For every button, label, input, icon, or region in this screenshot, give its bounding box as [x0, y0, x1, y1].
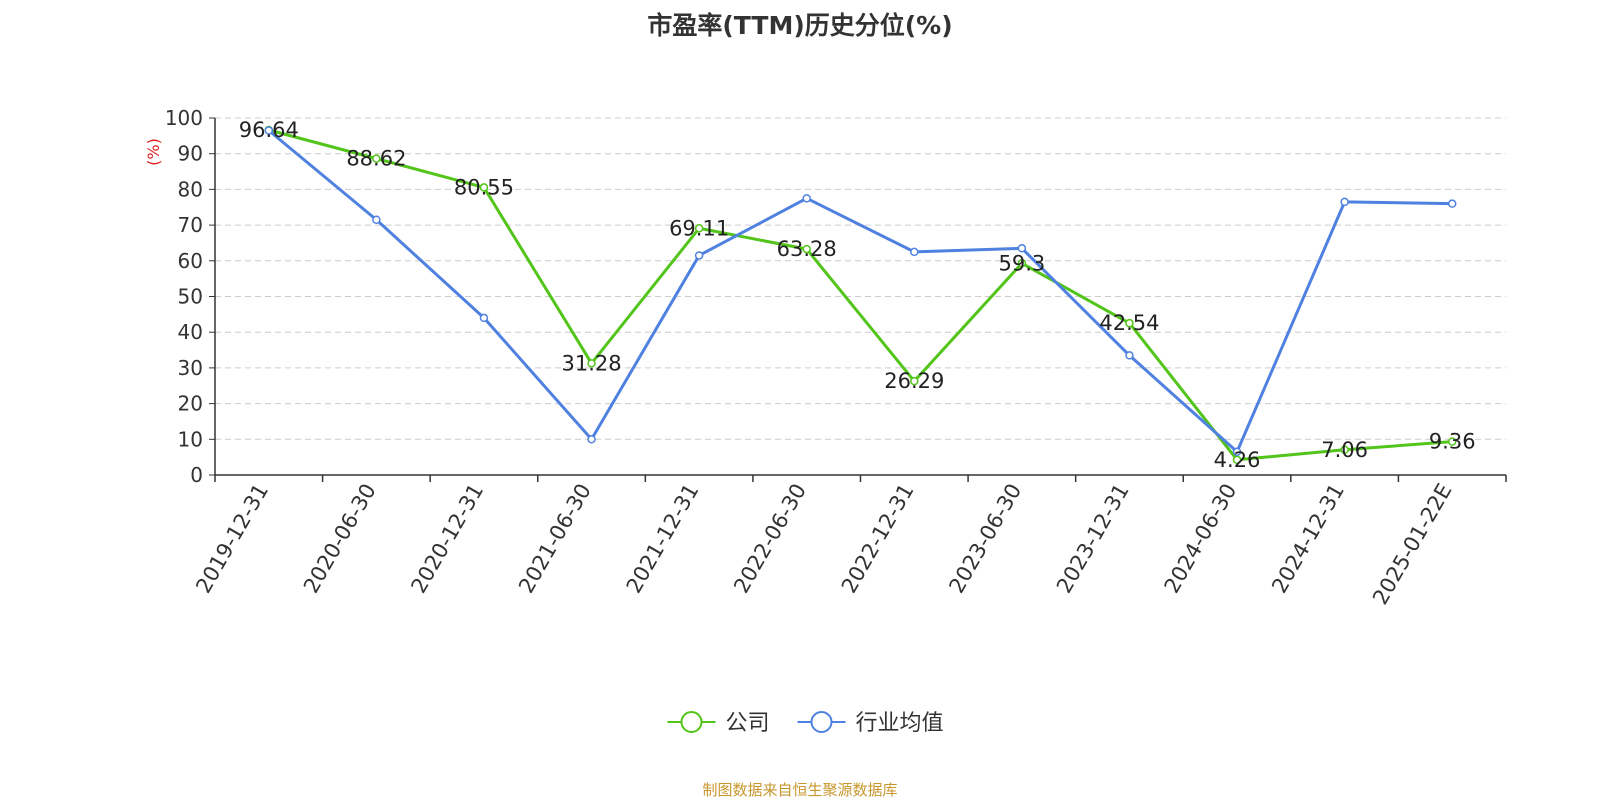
data-point	[1232, 455, 1242, 465]
data-label: 80.55	[454, 175, 514, 199]
data-point	[479, 183, 489, 192]
data-point	[587, 435, 596, 444]
x-tick-label: 2021-06-30	[514, 480, 596, 598]
series-line-company	[268, 128, 1453, 462]
chart-title: 市盈率(TTM)历史分位(%)	[647, 11, 953, 40]
grid-lines	[215, 117, 1506, 440]
line-chart: 0 10 20 30 40 50 60 70 80 90 100(%) 2019-12-31 2020-…	[144, 106, 1507, 736]
data-label: 42.54	[1099, 311, 1159, 335]
y-axis-label: (%)	[144, 138, 163, 166]
x-tick-label: 2024-06-30	[1160, 480, 1242, 598]
data-point	[910, 247, 919, 257]
data-point	[479, 313, 489, 323]
y-tick-label: 80	[178, 177, 203, 201]
x-tick-label: 2023-12-31	[1052, 480, 1134, 598]
x-tick-label: 2024-12-31	[1267, 480, 1349, 598]
data-labels: 96.64 88.62 80.55 31.28 69.11 63.28 26.29 59.3 4…	[239, 118, 1476, 472]
data-point	[1125, 351, 1134, 360]
data-point	[264, 126, 274, 135]
data-label: 4.26	[1214, 448, 1261, 472]
data-point	[1232, 447, 1242, 457]
data-source-note: 制图数据来自恒生聚源数据库	[702, 781, 898, 799]
x-tick-label: 2020-06-30	[299, 480, 381, 598]
data-point	[1017, 259, 1027, 268]
chart-series	[264, 125, 1457, 465]
y-tick-label: 70	[178, 213, 203, 237]
data-label: 59.3	[998, 251, 1045, 275]
data-point	[372, 215, 381, 224]
y-tick-label: 100	[165, 106, 203, 130]
data-label: 31.28	[561, 351, 621, 375]
legend-item-industry-average[interactable]: 行业均值	[797, 711, 944, 736]
data-label: 88.62	[346, 147, 406, 171]
data-label: 26.29	[884, 369, 944, 393]
x-tick-label: 2022-12-31	[837, 480, 919, 598]
x-tick-label: 2020-12-31	[406, 480, 488, 598]
data-point	[372, 154, 381, 163]
data-point	[802, 244, 811, 254]
data-point	[694, 251, 704, 260]
data-label: 69.11	[669, 216, 729, 240]
x-tick-label: 2025-01-22E	[1368, 480, 1456, 609]
series-line-industry-average	[267, 129, 1453, 454]
data-point	[694, 224, 704, 233]
data-label: 63.28	[777, 237, 837, 261]
data-label: 9.36	[1429, 430, 1476, 454]
y-tick-label: 10	[178, 427, 203, 451]
legend-label: 公司	[726, 711, 770, 736]
y-tick-label: 20	[178, 392, 203, 416]
data-label: 7.06	[1321, 438, 1368, 462]
data-point	[1340, 445, 1349, 455]
y-tick-label: 60	[178, 249, 203, 273]
chart-axes: 0 10 20 30 40 50 60 70 80 90 100(%) 2019-12-31 2020-…	[144, 106, 1507, 609]
y-tick-label: 30	[178, 356, 203, 380]
x-tick-label: 2023-06-30	[944, 480, 1026, 598]
data-point	[802, 194, 811, 203]
x-tick-label: 2022-06-30	[729, 480, 811, 598]
legend-item-company[interactable]: 公司	[667, 711, 770, 736]
data-point	[587, 359, 596, 368]
y-tick-label: 90	[178, 142, 203, 166]
y-tick-label: 40	[178, 320, 203, 344]
data-label: 96.64	[239, 118, 299, 142]
x-tick-label: 2021-12-31	[622, 480, 704, 598]
chart-legend[interactable]: 公司 行业均值	[667, 711, 944, 736]
data-point	[1447, 437, 1457, 446]
data-point	[1447, 199, 1457, 208]
legend-label: 行业均值	[856, 711, 944, 736]
data-point	[1340, 197, 1349, 207]
legend-marker	[680, 711, 703, 733]
data-point	[1017, 244, 1027, 253]
legend-marker	[810, 711, 833, 733]
y-tick-label: 50	[178, 285, 203, 309]
data-point	[1125, 318, 1134, 328]
x-tick-label: 2019-12-31	[191, 480, 273, 598]
y-tick-label: 0	[190, 463, 203, 487]
data-point	[910, 376, 919, 386]
